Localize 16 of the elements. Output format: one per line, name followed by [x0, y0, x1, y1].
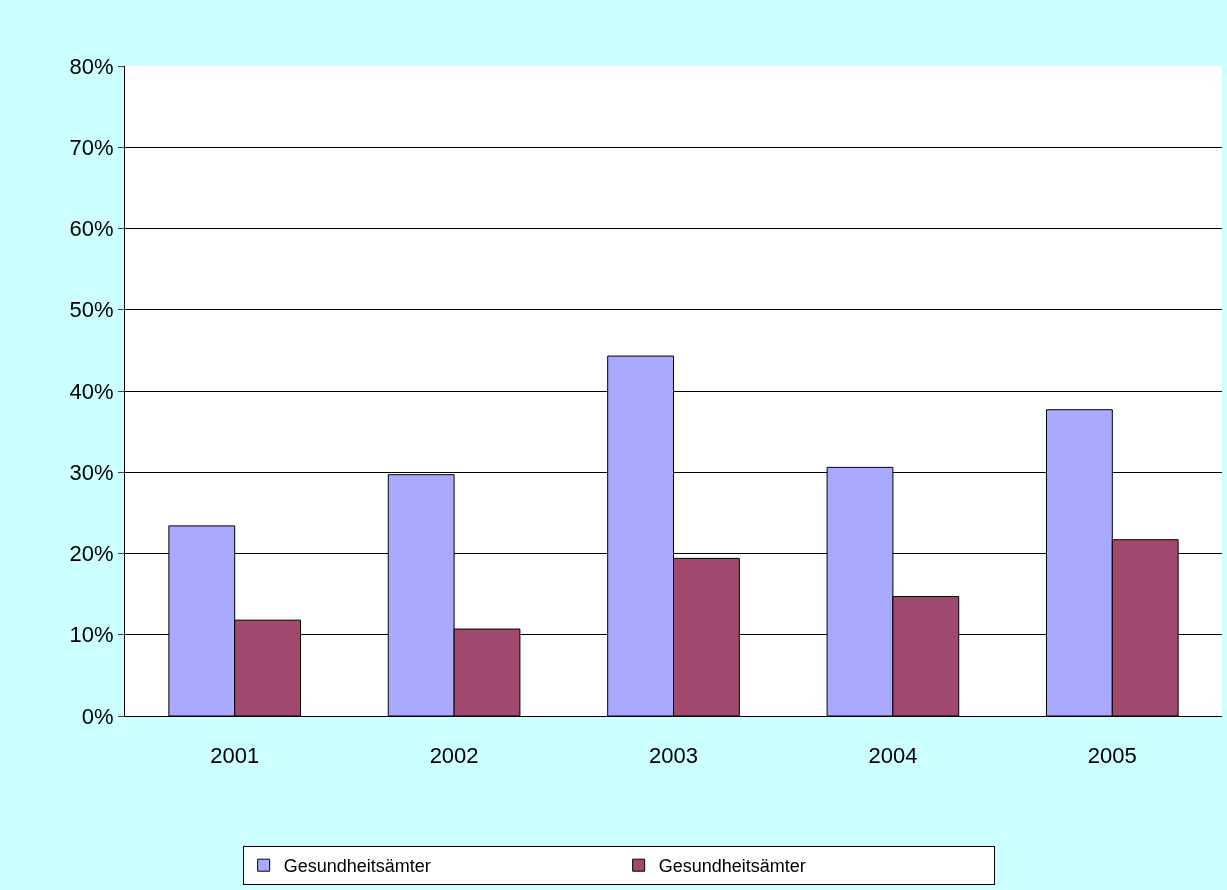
x-tick-label: 2002: [429, 743, 479, 769]
y-tick-label: 60%: [69, 216, 114, 242]
legend-label: Gesundheitsämter: [283, 856, 431, 877]
y-tick-label: 80%: [69, 53, 114, 79]
y-tick-label: 30%: [69, 459, 114, 485]
y-tick-label: 0%: [81, 703, 114, 729]
y-tick-label: 40%: [69, 378, 114, 404]
y-tick-label: 50%: [69, 297, 114, 323]
y-tick-label: 70%: [69, 134, 114, 160]
x-tick-label: 2005: [1087, 743, 1137, 769]
x-tick-label: 2004: [868, 743, 918, 769]
y-tick-label: 20%: [69, 541, 114, 567]
x-tick-label: 2003: [649, 743, 698, 769]
y-tick-label: 10%: [69, 622, 114, 648]
x-tick-label: 2001: [210, 743, 260, 769]
legend-label: Gesundheitsämter: [658, 856, 806, 877]
